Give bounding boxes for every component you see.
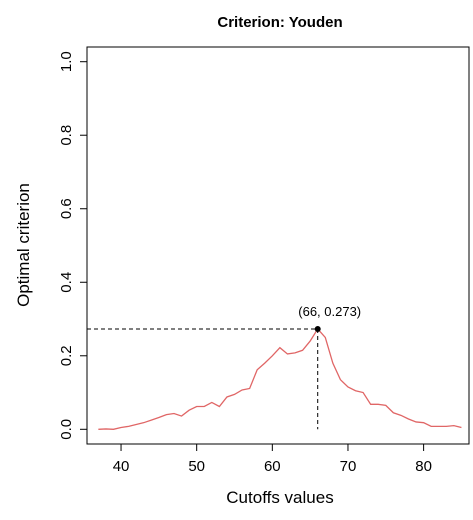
y-tick-label-0.4: 0.4 <box>58 272 75 293</box>
x-tick-label-50: 50 <box>188 458 205 475</box>
x-tick-label-40: 40 <box>113 458 130 475</box>
y-axis-label: Optimal criterion <box>14 183 33 307</box>
x-tick-label-70: 70 <box>340 458 357 475</box>
x-axis-label: Cutoffs values <box>226 488 333 507</box>
optimal-point <box>314 325 321 332</box>
chart-title: Criterion: Youden <box>217 14 342 31</box>
y-axis: 0.0 0.2 0.4 0.6 0.8 1.0 <box>58 51 87 440</box>
plot-frame <box>86 46 470 445</box>
x-tick-label-80: 80 <box>415 458 432 475</box>
y-tick-label-0.8: 0.8 <box>58 125 75 146</box>
x-tick-label-60: 60 <box>264 458 281 475</box>
x-axis: 40 50 60 70 80 <box>113 444 432 475</box>
y-tick-label-0.2: 0.2 <box>58 345 75 366</box>
optimal-point-label: (66, 0.273) <box>298 304 361 319</box>
y-tick-label-1.0: 1.0 <box>58 51 75 72</box>
y-tick-label-0.6: 0.6 <box>58 198 75 219</box>
y-tick-label-0.0: 0.0 <box>58 419 75 440</box>
series-line-youden <box>98 327 462 430</box>
optimal-reference-lines <box>87 328 319 430</box>
